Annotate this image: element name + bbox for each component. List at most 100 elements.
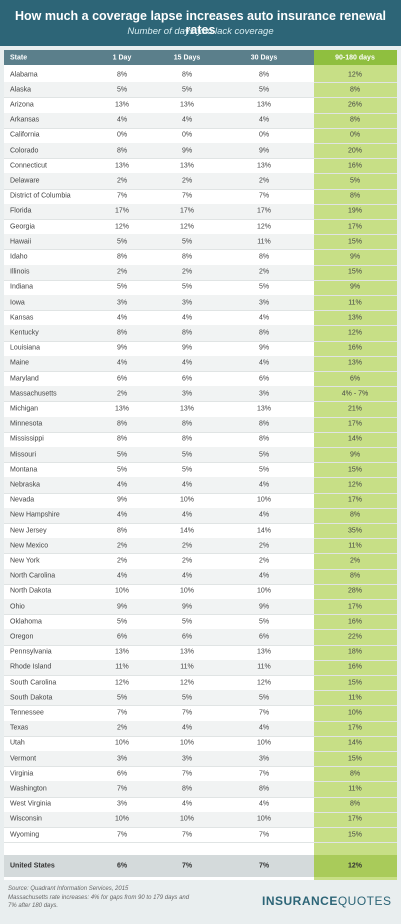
cell: 1 Day — [112, 54, 132, 62]
row-label: Minnesota — [10, 420, 43, 428]
row-shade — [4, 781, 314, 797]
cell: 13% — [114, 162, 130, 170]
row-shade — [4, 751, 314, 767]
cell: 4% — [258, 800, 270, 808]
row-shade — [4, 599, 314, 615]
cell: 8% — [349, 800, 361, 808]
cell: 5% — [116, 283, 128, 291]
cell: 9% — [258, 603, 270, 611]
cell: 6% — [116, 770, 128, 778]
cell: 7% — [258, 862, 270, 870]
cell: 3% — [181, 755, 193, 763]
cell: 5% — [181, 238, 193, 246]
cell: 2% — [116, 177, 128, 185]
row-rule — [4, 431, 397, 433]
cell: 13% — [179, 162, 195, 170]
cell: 5% — [116, 86, 128, 94]
row-rule — [4, 97, 397, 99]
source: Source: Quadrant Information Services, 2… — [8, 886, 129, 892]
cell: 8% — [181, 435, 193, 443]
row-label: Missouri — [10, 451, 37, 459]
row-shade — [4, 811, 314, 827]
cell: 7% — [116, 192, 128, 200]
subtitle: Number of days you lack coverage — [127, 26, 274, 37]
cell: 8% — [116, 435, 128, 443]
cell: 6% — [181, 375, 193, 383]
row-label: Washington — [10, 785, 47, 793]
row-rule — [4, 249, 397, 251]
cell: 3% — [258, 299, 270, 307]
cell: 12% — [347, 71, 363, 79]
cell: 10% — [114, 739, 130, 747]
row-shade — [4, 82, 314, 98]
cell: 5% — [181, 86, 193, 94]
row-shade — [4, 629, 314, 645]
cell: 19% — [347, 207, 363, 215]
cell: 10% — [256, 815, 272, 823]
row-label: Alabama — [10, 71, 38, 79]
row-label: Louisiana — [10, 344, 40, 352]
total-row: United States 6% 7% 7% 12% — [4, 855, 397, 877]
row-shade — [4, 355, 314, 371]
row-label: Ohio — [10, 603, 25, 611]
cell: 5% — [181, 618, 193, 626]
cell: 20% — [347, 147, 363, 155]
cell: 4% — [116, 481, 128, 489]
cell: 9% — [116, 496, 128, 504]
cell: 4% — [181, 116, 193, 124]
cell: 8% — [181, 785, 193, 793]
row-shade — [4, 659, 314, 675]
cell: 8% — [258, 329, 270, 337]
row-shade — [4, 203, 314, 219]
cell: 8% — [258, 785, 270, 793]
row-label: Kansas — [10, 314, 34, 322]
cell: 16% — [347, 663, 363, 671]
row-shade — [4, 234, 314, 250]
cell: 4% — [181, 800, 193, 808]
cell: 9% — [181, 344, 193, 352]
cell: 4% — [116, 359, 128, 367]
header: How much a coverage lapse increases auto… — [0, 0, 401, 46]
row-label: Hawaii — [10, 238, 32, 246]
row-label: West Virginia — [10, 800, 51, 808]
row-shade — [4, 477, 314, 493]
row-label: Alaska — [10, 86, 32, 94]
cell: 2% — [258, 542, 270, 550]
cell: 5% — [181, 451, 193, 459]
cell: 3% — [116, 800, 128, 808]
row-rule — [4, 188, 397, 190]
cell: 6% — [181, 633, 193, 641]
cell: 6% — [116, 633, 128, 641]
cell: 13% — [256, 162, 272, 170]
cell: 17% — [347, 815, 363, 823]
header-highlight — [314, 50, 397, 65]
row-rule — [4, 583, 397, 585]
row-label: Wyoming — [10, 831, 40, 839]
cell: 8% — [116, 420, 128, 428]
cell: 3% — [258, 755, 270, 763]
row-label: North Carolina — [10, 572, 56, 580]
cell: 8% — [349, 116, 361, 124]
logo-a: INSURANCE — [262, 894, 338, 908]
row-rule — [4, 796, 397, 798]
cell: 11% — [348, 542, 362, 550]
row-label: Mississippi — [10, 435, 44, 443]
cell: 4% — [116, 116, 128, 124]
cell: 2% — [181, 557, 193, 565]
row-rule — [4, 158, 397, 160]
cell: 13% — [114, 101, 130, 109]
cell: 12% — [347, 481, 363, 489]
cell: 3% — [116, 755, 128, 763]
row-shade — [4, 538, 314, 554]
cell: 2% — [181, 268, 193, 276]
cell: 10% — [114, 587, 130, 595]
row-label: New York — [10, 557, 40, 565]
row-label: Wisconsin — [10, 815, 42, 823]
row-shade — [4, 143, 314, 159]
cell: 15 Days — [173, 54, 201, 62]
cell: 15% — [347, 268, 363, 276]
cell: 9% — [116, 344, 128, 352]
cell: 7% — [181, 192, 193, 200]
row-label: Illinois — [10, 268, 30, 276]
row-label: Kentucky — [10, 329, 39, 337]
